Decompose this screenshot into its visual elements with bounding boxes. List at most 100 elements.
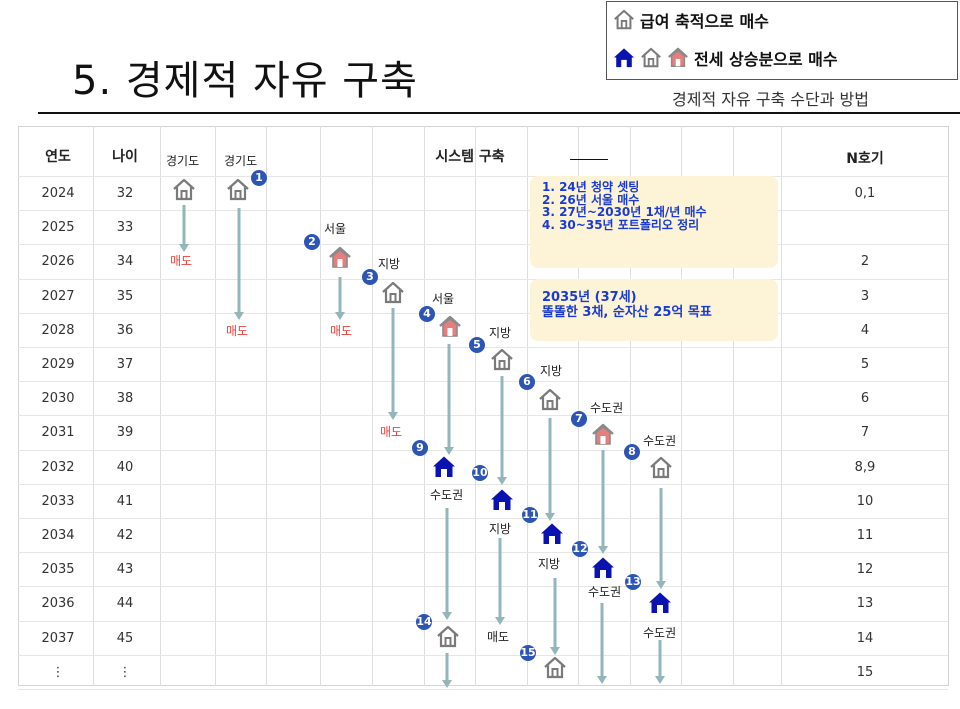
row-age: 42 <box>116 528 134 543</box>
row-age: ⋮ <box>118 664 132 680</box>
gray-house-icon <box>640 47 662 69</box>
row-age: 45 <box>116 630 134 646</box>
step-badge: 6 <box>519 374 535 390</box>
grid-column-line <box>475 126 476 686</box>
grid-column-line <box>781 126 782 686</box>
step-badge: 9 <box>412 440 428 456</box>
row-age: 38 <box>116 391 134 407</box>
row-year: 2034 <box>41 528 75 543</box>
step-badge: 15 <box>520 645 536 661</box>
row-age: 32 <box>116 186 134 201</box>
grid-row-line <box>18 483 948 485</box>
row-n: 13 <box>856 596 874 612</box>
plan-note: 1. 24년 청약 셋팅 2. 26년 서울 매수 3. 27년~2030년 1채/… <box>530 176 778 268</box>
grid-row-line <box>18 518 948 519</box>
grid-column-line <box>372 126 373 686</box>
grid-column-line <box>733 126 734 686</box>
location-label: 지방 <box>540 364 563 378</box>
row-n: 2 <box>860 254 870 270</box>
goal-note: 2035년 (37세) 똘똘한 3채, 순자산 25억 목표 <box>530 279 778 341</box>
row-year: 2026 <box>41 254 75 270</box>
row-n: 5 <box>860 357 870 372</box>
blue-house-icon <box>591 556 615 580</box>
row-n: 12 <box>856 562 874 578</box>
gray-house-icon <box>649 456 673 480</box>
gray-house-icon <box>613 9 635 31</box>
title-underline <box>38 112 960 114</box>
goal-line-1: 2035년 (37세) <box>542 290 637 305</box>
location-label: 경기도 <box>224 154 258 168</box>
location-label: 서울 <box>324 222 347 236</box>
row-age: 37 <box>116 357 134 372</box>
grid-row-line <box>18 210 948 212</box>
red-house-icon <box>328 246 352 270</box>
location-label: 지방 <box>489 326 512 340</box>
header-count: N호기 <box>846 151 884 167</box>
grid-column-line <box>681 126 682 686</box>
gray-house-icon <box>436 625 460 649</box>
step-badge: 12 <box>572 541 588 557</box>
legend-row-jeonse: 전세 상승분으로 매수 <box>613 46 838 70</box>
grid-column-line <box>320 126 321 686</box>
plan-table <box>18 126 949 686</box>
row-age: 40 <box>116 459 134 475</box>
row-n: 14 <box>856 630 874 646</box>
header-system: 시스템 구축 <box>435 149 505 165</box>
row-n: 8,9 <box>854 459 876 475</box>
row-n: 7 <box>860 425 870 441</box>
blue-house-icon <box>648 591 672 615</box>
row-year: 2033 <box>41 493 75 509</box>
gray-house-icon <box>490 348 514 372</box>
row-n: 4 <box>860 322 870 338</box>
plan-note-list: 1. 24년 청약 셋팅 2. 26년 서울 매수 3. 27년~2030년 1채/… <box>542 181 707 231</box>
row-year: 2030 <box>41 391 75 407</box>
grid-column-line <box>215 126 216 686</box>
grid-row-line <box>18 278 948 280</box>
grid-row-line <box>18 415 948 417</box>
row-year: 2031 <box>41 425 75 441</box>
row-age: 43 <box>116 562 134 578</box>
location-label: 수도권 <box>588 585 622 599</box>
grid-column-line <box>578 126 579 686</box>
grid-column-line <box>527 126 528 686</box>
grid-row-line <box>18 620 948 622</box>
legend-box: 급여 축적으로 매수 전세 상승분으로 매수 <box>606 1 958 80</box>
row-age: 35 <box>116 288 134 304</box>
grid-row-line <box>18 689 948 690</box>
plan-item: 1. 24년 청약 셋팅 <box>542 180 640 194</box>
row-year: 2025 <box>41 220 75 236</box>
gray-house-icon <box>172 178 196 202</box>
row-year: 2037 <box>41 630 75 646</box>
location-label: 수도권 <box>643 626 677 640</box>
row-age: 36 <box>116 322 134 338</box>
goal-line-2: 똘똘한 3채, 순자산 25억 목표 <box>542 305 712 320</box>
header-age: 나이 <box>112 149 138 165</box>
location-label: 수도권 <box>590 401 624 415</box>
step-badge: 13 <box>625 574 641 590</box>
grid-row-line <box>18 244 948 246</box>
row-year: 2027 <box>41 288 75 304</box>
blue-house-icon <box>432 455 456 479</box>
grid-row-line <box>18 654 948 656</box>
page-title: 5. 경제적 자유 구축 <box>72 58 418 104</box>
row-year: 2035 <box>41 562 75 578</box>
grid-column-line <box>160 126 161 686</box>
sell-label: 매도 <box>380 425 403 439</box>
row-age: 34 <box>116 254 134 270</box>
row-age: 41 <box>116 493 134 509</box>
red-house-icon <box>667 47 689 69</box>
blue-house-icon <box>490 488 514 512</box>
location-label: 수도권 <box>430 488 464 502</box>
step-badge: 10 <box>472 465 488 481</box>
location-label: 경기도 <box>166 154 200 168</box>
row-age: 44 <box>116 596 134 612</box>
grid-row-line <box>18 176 948 177</box>
row-year: ⋮ <box>51 664 65 680</box>
red-house-icon <box>438 315 462 339</box>
row-year: 2024 <box>41 186 75 201</box>
row-n: 11 <box>856 528 874 543</box>
row-n: 10 <box>856 493 874 509</box>
legend-salary-label: 급여 축적으로 매수 <box>640 12 769 31</box>
legend-jeonse-label: 전세 상승분으로 매수 <box>694 50 838 69</box>
grid-column-line <box>266 126 267 686</box>
